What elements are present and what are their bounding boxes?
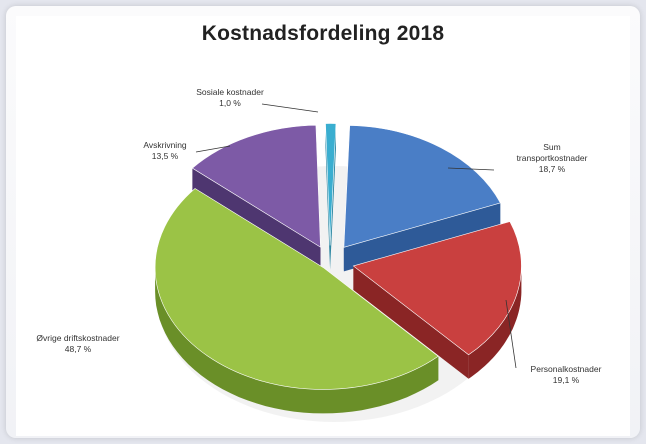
leader-line — [505, 299, 517, 369]
slice-label: Øvrige driftskostnader 48,7 % — [36, 333, 119, 354]
leader-line — [447, 167, 495, 171]
slice-label: Sosiale kostnader 1,0 % — [196, 87, 264, 108]
slice-label: Personalkostnader 19,1 % — [531, 364, 602, 385]
leader-line — [261, 103, 319, 113]
pie-slice-personalkostnader — [352, 221, 522, 356]
pie-slice-avskrivning — [191, 124, 321, 248]
pie-slice-sum-transportkostnader — [343, 125, 501, 248]
leader-line — [195, 145, 231, 153]
pie-slice--vrige-driftskostnader — [154, 188, 439, 390]
slice-label: Avskrivning 13,5 % — [143, 140, 187, 161]
chart-title: Kostnadsfordeling 2018 — [201, 22, 445, 45]
pie-slice-sosiale-kostnader — [325, 123, 337, 246]
slice-label: Sum transportkostnader 18,7 % — [517, 142, 588, 174]
